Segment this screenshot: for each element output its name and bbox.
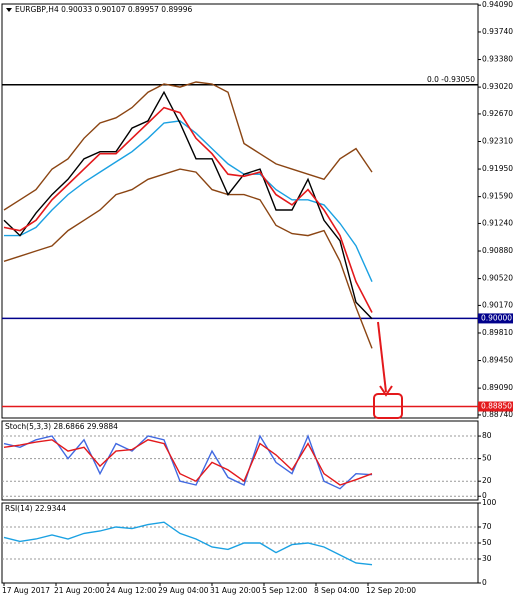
x-tick-label: 12 Sep 20:00	[366, 586, 416, 595]
y-tick-label: 0.90520	[482, 274, 513, 283]
level-label: 0.0 -0.93050	[427, 75, 475, 84]
x-tick-label: 29 Aug 04:00	[158, 586, 209, 595]
y-tick-label: 0.89090	[482, 383, 513, 392]
y-tick-label: 0.93380	[482, 55, 513, 64]
y-tick-label: 0.89450	[482, 356, 513, 365]
series-line	[3, 521, 373, 566]
x-tick-label: 5 Sep 12:00	[262, 586, 308, 595]
indicator-title: RSI(14) 22.9344	[5, 504, 66, 513]
y-tick-label: 0.93740	[482, 27, 513, 36]
y-tick-label: 50	[482, 454, 492, 463]
menu-arrow	[6, 8, 12, 12]
series-line	[3, 106, 373, 313]
price-label-box	[478, 313, 513, 324]
y-tick-label: 0.91240	[482, 218, 513, 227]
y-tick-label: 0.90880	[482, 246, 513, 255]
level-label: 0.88850	[481, 402, 512, 411]
price-label-box	[478, 401, 513, 412]
y-tick-label: 0.88740	[482, 410, 513, 419]
y-tick-label: 70	[482, 522, 492, 531]
series-line	[3, 439, 373, 486]
x-tick-label: 24 Aug 12:00	[106, 586, 157, 595]
price-panel	[1, 3, 479, 419]
forecast-arrow	[377, 321, 387, 393]
y-tick-label: 0.93020	[482, 82, 513, 91]
y-tick-label: 80	[482, 431, 492, 440]
y-tick-label: 20	[482, 476, 492, 485]
y-tick-label: 0.92310	[482, 136, 513, 145]
series-line	[3, 90, 373, 320]
y-tick-label: 0.89810	[482, 328, 513, 337]
level-label: 0.90000	[481, 313, 512, 322]
x-tick-label: 31 Aug 20:00	[210, 586, 261, 595]
symbol-header: EURGBP,H4 0.90033 0.90107 0.89957 0.8999…	[15, 5, 193, 14]
y-tick-label: 0	[482, 491, 487, 500]
y-tick-label: 50	[482, 538, 492, 547]
series-line	[4, 120, 373, 282]
y-tick-label: 0	[482, 578, 487, 587]
y-tick-label: 100	[482, 498, 497, 507]
x-tick-label: 17 Aug 2017	[2, 586, 50, 595]
indicator-title: Stoch(5,3,3) 28.6866 29.9884	[5, 422, 118, 431]
x-tick-label: 8 Sep 04:00	[314, 586, 360, 595]
y-tick-label: 0.92670	[482, 109, 513, 118]
series-line	[3, 168, 373, 349]
series-line	[3, 434, 373, 490]
y-tick-label: 0.91950	[482, 164, 513, 173]
y-tick-label: 0.94090	[482, 0, 513, 9]
series-line	[3, 81, 373, 211]
stoch-panel	[1, 420, 479, 501]
y-tick-label: 0.90170	[482, 300, 513, 309]
y-tick-label: 0.91590	[482, 192, 513, 201]
y-tick-label: 30	[482, 554, 492, 563]
x-tick-label: 21 Aug 20:00	[54, 586, 105, 595]
